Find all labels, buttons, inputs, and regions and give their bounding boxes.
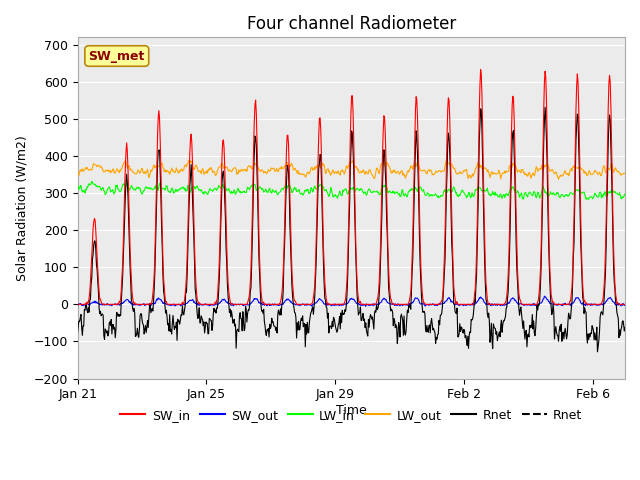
Y-axis label: Solar Radiation (W/m2): Solar Radiation (W/m2): [15, 135, 28, 281]
Text: SW_met: SW_met: [88, 49, 145, 62]
Title: Four channel Radiometer: Four channel Radiometer: [246, 15, 456, 33]
Legend: SW_in, SW_out, LW_in, LW_out, Rnet, Rnet: SW_in, SW_out, LW_in, LW_out, Rnet, Rnet: [115, 404, 588, 427]
X-axis label: Time: Time: [336, 404, 367, 417]
